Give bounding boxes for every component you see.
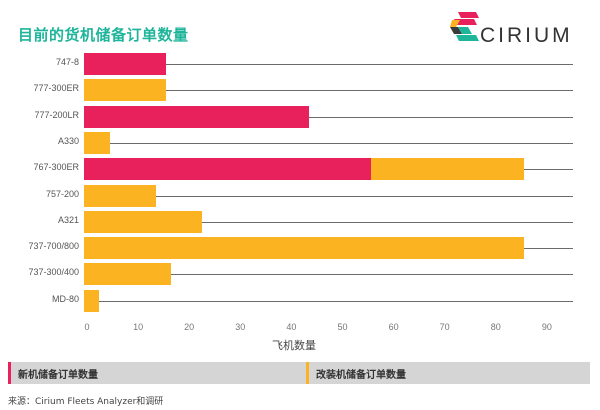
bar-new (84, 158, 371, 181)
x-tick-label: 0 (84, 322, 90, 332)
bar-conversion (84, 263, 172, 286)
chart-title: 目前的货机储备订单数量 (18, 26, 189, 44)
x-tick-label: 30 (235, 322, 246, 332)
category-label: A321 (57, 214, 79, 225)
bar-chart: 747-8 777-300ER 777-200LR A330 767-300ER 757-… (0, 50, 600, 320)
x-tick-label: 70 (439, 322, 450, 332)
chart-row: 757-200 (0, 184, 600, 207)
category-label: A330 (57, 135, 79, 146)
bar-conversion (84, 289, 100, 312)
legend: 新机储备订单数量 改装机储备订单数量 (8, 362, 590, 384)
chart-row: 777-200LR (0, 105, 600, 128)
category-label: 757-200 (45, 188, 79, 199)
legend-label-new: 新机储备订单数量 (18, 370, 98, 381)
chart-row: A330 (0, 131, 600, 154)
x-tick-label: 50 (337, 322, 348, 332)
legend-swatch-new (8, 362, 11, 384)
x-tick-label: 20 (184, 322, 195, 332)
category-label: 737-300/400 (28, 267, 79, 278)
bar-new (84, 53, 166, 75)
bar-conversion (84, 210, 202, 233)
source-note: 来源：Cirium Fleets Analyzer和调研 (8, 397, 164, 407)
leader-line (84, 274, 573, 276)
leader-line (84, 195, 573, 197)
bar-conversion (84, 131, 110, 154)
leader-line (84, 300, 573, 302)
x-tick-label: 40 (286, 322, 297, 332)
x-tick-label: 10 (133, 322, 144, 332)
leader-line (84, 221, 573, 223)
cirium-logo: CIRIUM (450, 10, 590, 50)
cirium-logo-icon (450, 12, 479, 41)
legend-label-conversion: 改装机储备订单数量 (316, 370, 406, 381)
x-axis: 0 10 20 30 40 50 60 70 80 90 (0, 322, 600, 336)
x-tick-label: 90 (541, 322, 552, 332)
leader-line (84, 116, 573, 118)
chart-row: 767-300ER (0, 158, 600, 181)
category-label: 777-300ER (33, 83, 79, 94)
chart-row: 747-8 (0, 53, 600, 75)
chart-row: 737-300/400 (0, 263, 600, 286)
leader-line (84, 142, 573, 144)
chart-row: 777-300ER (0, 79, 600, 102)
chart-row: MD-80 (0, 289, 600, 312)
logo-text: CIRIUM (480, 24, 573, 47)
leader-line (84, 90, 573, 92)
chart-row: 737-700/800 (0, 237, 600, 260)
category-label: MD-80 (51, 293, 79, 304)
x-tick-label: 60 (388, 322, 399, 332)
chart-row: A321 (0, 210, 600, 233)
category-label: 747-8 (55, 57, 79, 67)
x-axis-label: 飞机数量 (272, 339, 316, 352)
bar-conversion (84, 79, 166, 102)
x-tick-label: 80 (490, 322, 501, 332)
category-label: 767-300ER (33, 162, 79, 173)
legend-swatch-conversion (306, 362, 309, 384)
category-label: 737-700/800 (28, 241, 79, 252)
bar-conversion (370, 158, 525, 181)
bar-new (84, 105, 310, 128)
leader-line (84, 64, 573, 65)
bar-conversion (84, 237, 525, 260)
category-label: 777-200LR (34, 109, 79, 120)
bar-conversion (84, 184, 156, 207)
